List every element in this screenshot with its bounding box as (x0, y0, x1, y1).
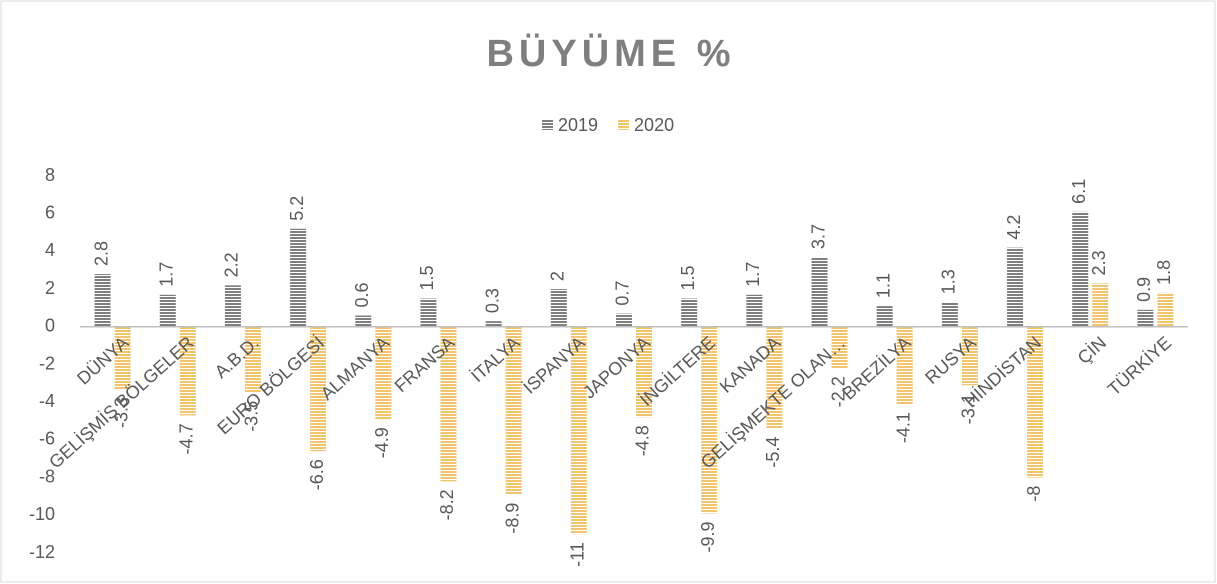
y-tick-label: -2 (39, 353, 55, 373)
bar (375, 326, 392, 420)
data-label: 1.1 (873, 273, 893, 298)
y-tick-label: -10 (29, 504, 55, 524)
y-tick-label: 4 (45, 240, 55, 260)
data-label: 6.1 (1069, 179, 1089, 204)
data-label: 5.2 (287, 196, 307, 221)
data-label: 2.3 (1089, 250, 1109, 275)
legend-swatch (542, 119, 553, 130)
data-label: -4.7 (177, 423, 197, 454)
y-tick-label: -6 (39, 429, 55, 449)
bar (636, 326, 652, 418)
bar (766, 326, 783, 429)
legend-label: 2019 (558, 115, 598, 135)
data-label: 2 (548, 271, 568, 281)
y-tick-label: 0 (45, 316, 55, 336)
bar (570, 326, 587, 535)
data-label: -5.4 (763, 437, 783, 468)
data-label: 2.8 (91, 241, 111, 266)
data-label: -8.2 (437, 489, 457, 520)
data-label: 0.3 (482, 288, 502, 313)
data-label: 1.7 (157, 262, 177, 287)
data-label: -2.2 (828, 376, 848, 407)
data-label: -4.1 (893, 412, 913, 443)
bar (244, 326, 261, 393)
data-label: 4.2 (1004, 215, 1024, 240)
data-label: -3.1 (959, 393, 979, 424)
data-label: 1.5 (417, 265, 437, 290)
data-label: -6.6 (307, 459, 327, 490)
bar (941, 302, 958, 327)
bar (505, 326, 522, 495)
bar (616, 313, 632, 327)
y-tick-label: 2 (45, 278, 55, 298)
y-tick-label: 6 (45, 202, 55, 222)
data-label: 0.7 (613, 281, 633, 306)
data-label: -8.9 (502, 503, 522, 534)
data-label: -11 (568, 542, 588, 567)
data-label: 1.7 (743, 262, 763, 287)
bar (485, 321, 502, 327)
data-label: 2.2 (222, 252, 242, 277)
data-label: 1.3 (939, 269, 959, 294)
bar (310, 326, 327, 452)
bar (1027, 326, 1044, 478)
bar (876, 306, 893, 327)
bar (961, 326, 978, 386)
bar (746, 294, 763, 327)
bar (440, 326, 457, 482)
legend-label: 2020 (634, 115, 674, 135)
bar (114, 326, 131, 390)
data-label: -8 (1024, 486, 1044, 502)
data-label: -3.3 (111, 397, 131, 428)
data-label: -4.8 (633, 425, 653, 456)
y-tick-label: -12 (29, 542, 55, 562)
data-label: -9.9 (698, 521, 718, 552)
bar (896, 326, 913, 405)
bar (420, 298, 437, 327)
bar (159, 294, 176, 327)
bar (224, 285, 241, 327)
bar (811, 257, 828, 327)
y-tick-label: -4 (39, 391, 55, 411)
bar (681, 298, 698, 327)
data-label: -3.5 (242, 401, 262, 432)
data-label: -4.9 (372, 427, 392, 458)
legend-swatch (618, 119, 630, 130)
bar (94, 274, 111, 327)
bar (179, 326, 196, 416)
data-label: 1.5 (678, 265, 698, 290)
bar (1072, 211, 1089, 327)
bar (1137, 309, 1154, 327)
bar (701, 326, 718, 514)
data-label: 0.9 (1134, 277, 1154, 302)
bar (355, 315, 372, 327)
bar (1157, 292, 1174, 327)
data-label: 1.8 (1154, 260, 1174, 285)
y-tick-label: 8 (45, 165, 55, 185)
chart-title: BÜYÜME % (486, 32, 735, 75)
bar (1092, 283, 1109, 327)
y-tick-label: -8 (39, 466, 55, 486)
bar (831, 326, 848, 369)
data-label: 0.6 (352, 282, 372, 307)
bar (550, 289, 567, 327)
bar (1007, 247, 1024, 327)
data-label: 3.7 (808, 224, 828, 249)
bar (290, 228, 307, 327)
